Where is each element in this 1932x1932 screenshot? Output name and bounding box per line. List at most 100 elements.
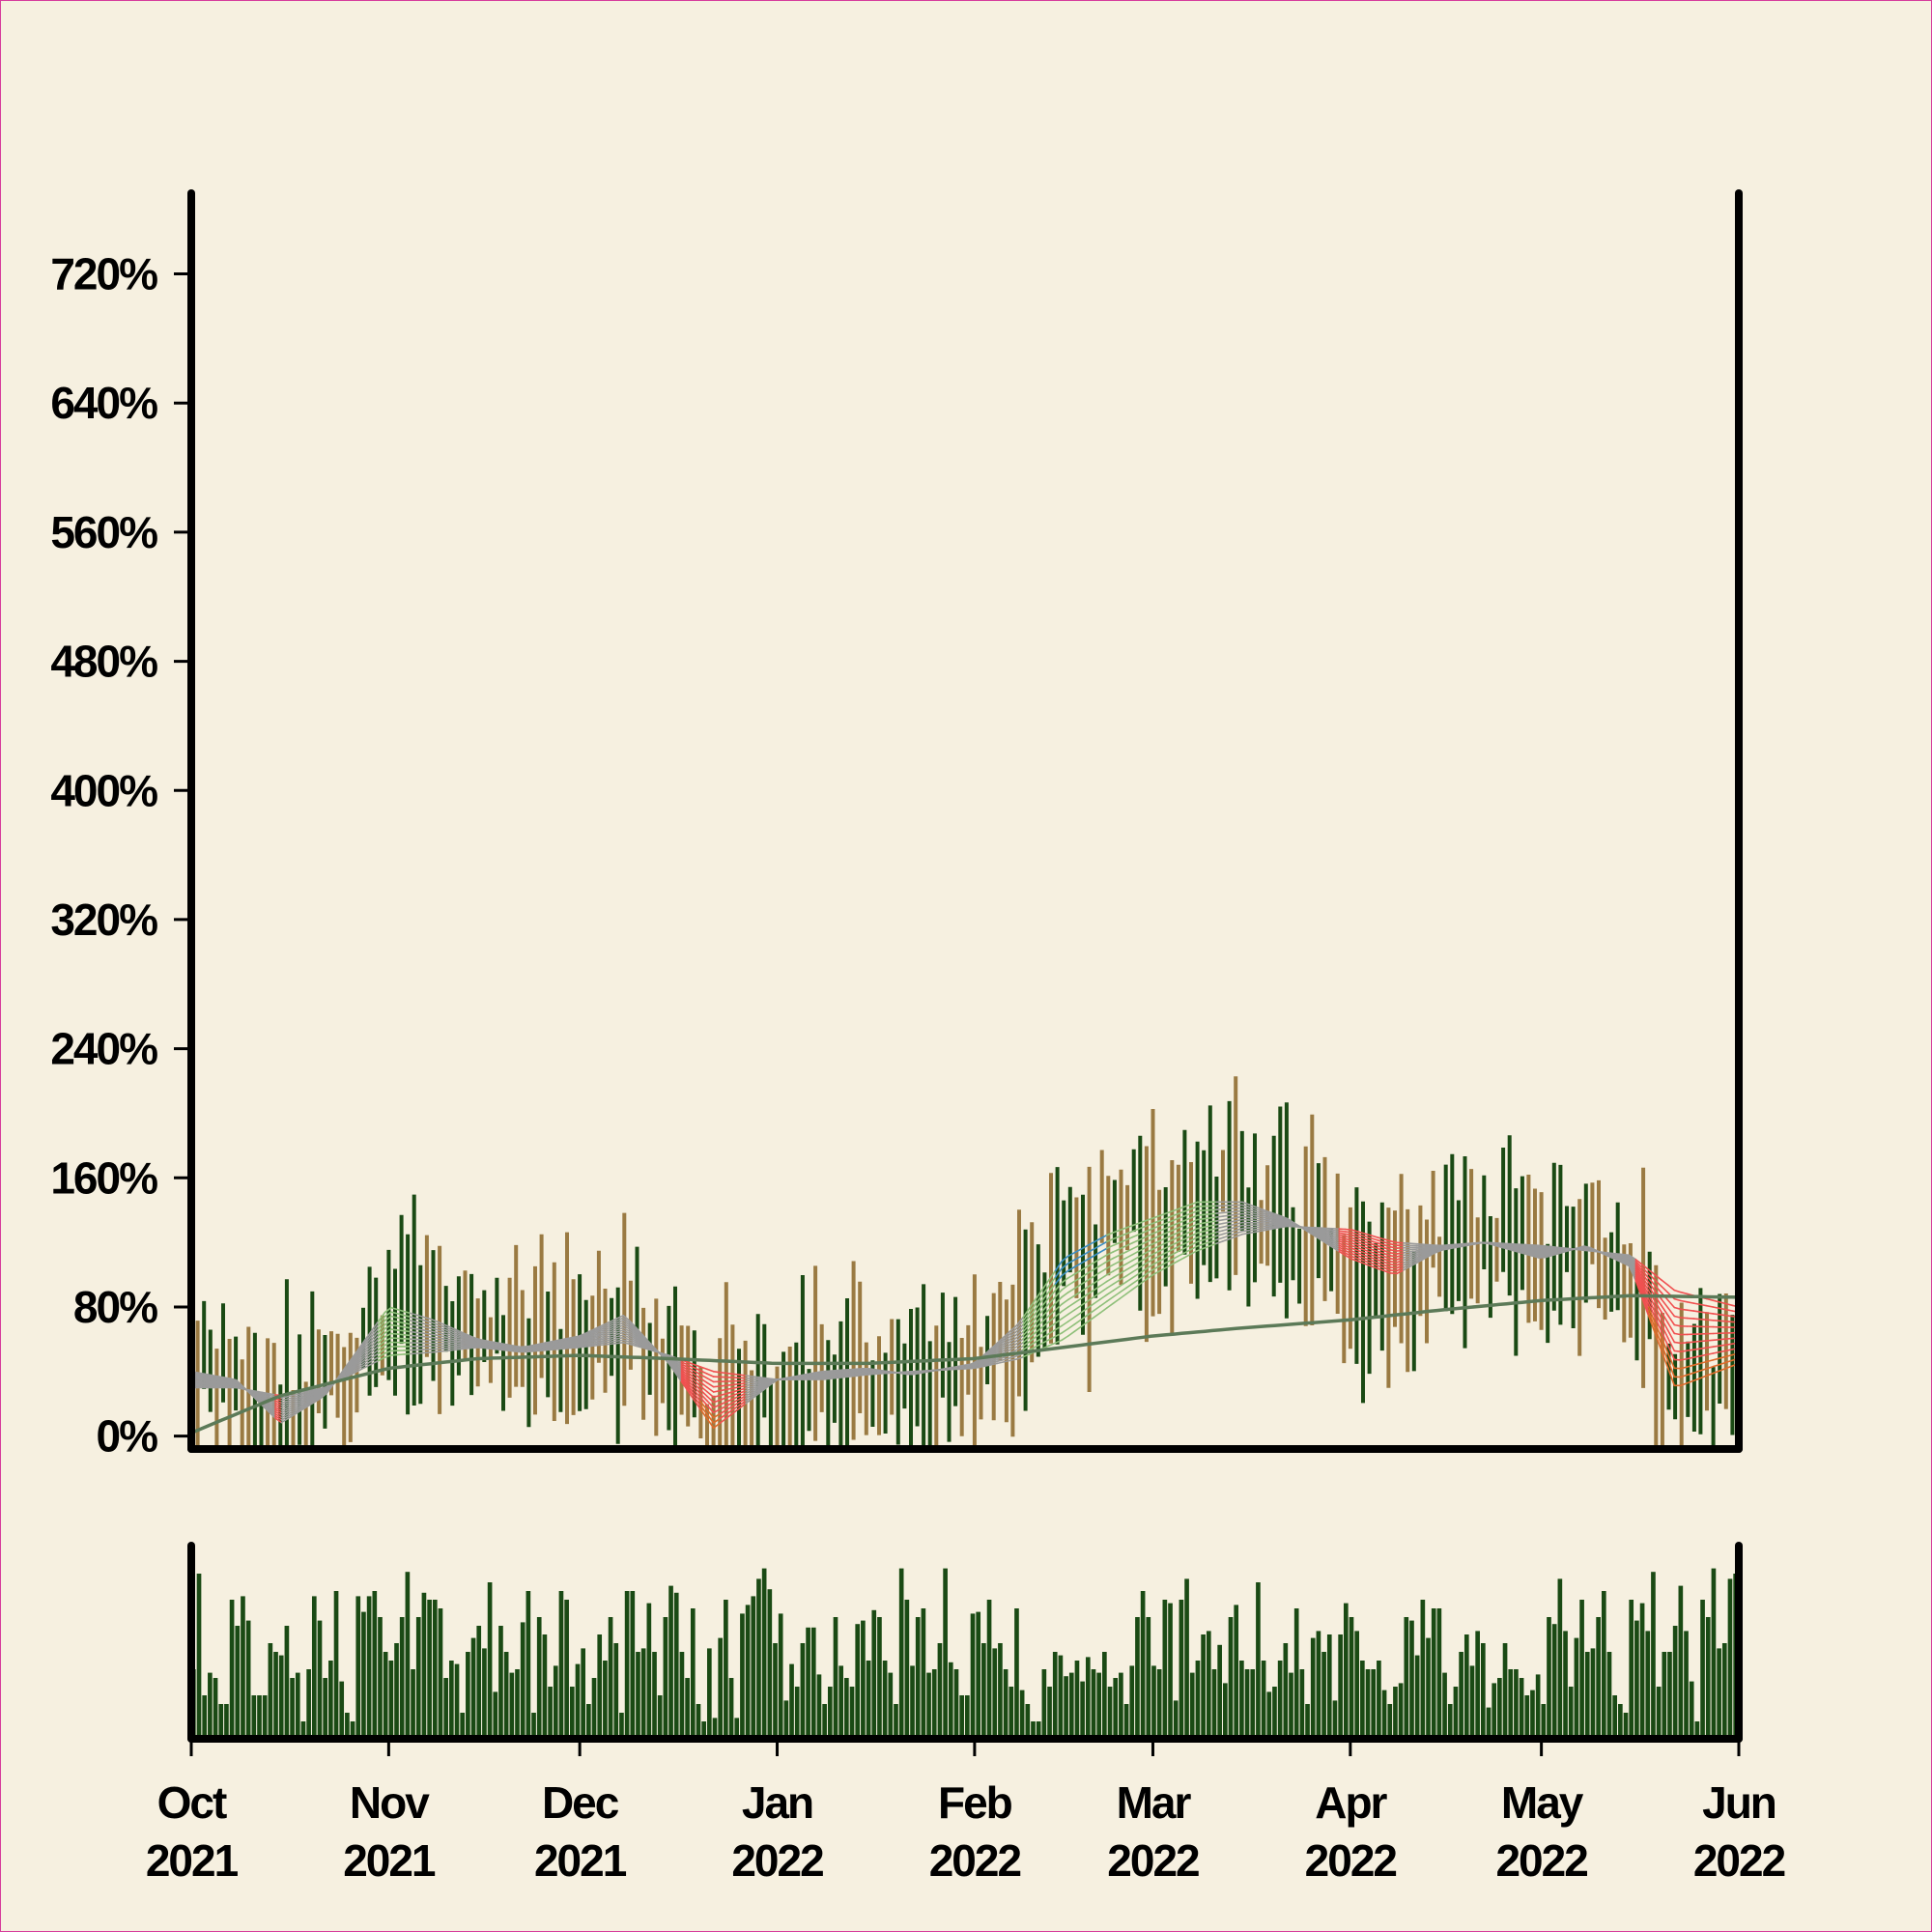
ribbon-segment [731,1392,741,1397]
volume-bar [553,1665,558,1739]
ribbon-segment [1666,1314,1676,1326]
ribbon-segment [1680,1374,1689,1378]
ribbon-segment [622,1342,631,1346]
volume-bar [1003,1669,1009,1739]
volume-bar [1492,1683,1497,1739]
ribbon-segment [1403,1253,1411,1257]
ribbon-segment [1112,1236,1121,1240]
ribbon-segment [557,1347,566,1350]
volume-bar [921,1608,926,1739]
ribbon-segment [422,1329,431,1332]
ribbon-segment [1408,1259,1418,1264]
ribbon-segment [751,1385,760,1390]
ribbon-segment [551,1346,560,1349]
ribbon-segment [1466,1242,1476,1245]
ribbon-segment [429,1327,438,1331]
ribbon-segment [1009,1355,1018,1359]
volume-bar [1398,1683,1404,1739]
ribbon-segment [1061,1269,1069,1277]
ribbon-segment [273,1400,283,1405]
volume-bar [1009,1687,1014,1739]
ribbon-segment [590,1344,599,1348]
ribbon-segment [583,1335,592,1340]
ribbon-segment [1686,1356,1695,1360]
ribbon-segment [1661,1330,1669,1347]
ribbon-segment [1350,1253,1359,1258]
volume-bar [1338,1634,1343,1739]
ribbon-segment [384,1328,392,1334]
ribbon-segment [596,1336,606,1340]
x-tick-year-label: 2022 [1693,1835,1785,1886]
ribbon-segment [1350,1247,1359,1252]
ribbon-segment [635,1333,644,1341]
volume-bar [383,1652,388,1739]
ribbon-segment [1247,1231,1257,1235]
ribbon-segment [1415,1257,1424,1263]
ribbon-segment [1035,1321,1043,1328]
ribbon-segment [473,1341,483,1345]
volume-bar [460,1713,466,1739]
ribbon-segment [352,1348,360,1358]
ribbon-segment [629,1339,638,1344]
ribbon-segment [1080,1265,1089,1271]
ribbon-segment [1538,1256,1547,1259]
ribbon-segment [1145,1217,1153,1222]
ribbon-segment [1093,1244,1101,1250]
ribbon-segment [615,1317,625,1322]
ribbon-segment [983,1364,992,1368]
ribbon-segment [371,1338,380,1347]
ribbon-segment [1087,1302,1095,1309]
ribbon-segment [1724,1343,1734,1346]
volume-bar [202,1695,208,1739]
ribbon-segment [1222,1214,1231,1217]
ribbon-segment [352,1361,360,1369]
ribbon-segment [410,1334,418,1337]
ribbon-segment [699,1393,708,1402]
ribbon-segment [293,1403,302,1408]
ribbon-segment [1183,1212,1192,1217]
ribbon-segment [1203,1217,1211,1220]
ribbon-segment [687,1389,696,1402]
ribbon-segment [1157,1267,1166,1273]
ribbon-segment [357,1363,367,1370]
ribbon-segment [287,1398,296,1403]
ribbon-segment [1628,1254,1636,1261]
volume-bar [1481,1643,1486,1739]
ribbon-segment [1157,1257,1166,1263]
ribbon-segment [596,1327,606,1332]
ribbon-segment [280,1415,289,1421]
ribbon-segment [1177,1219,1185,1225]
volume-bar [295,1672,300,1739]
ribbon-segment [1545,1250,1553,1254]
ribbon-segment [1080,1272,1089,1279]
ribbon-segment [357,1356,367,1364]
ribbon-segment [1048,1342,1057,1347]
ribbon-segment [1350,1236,1359,1241]
ribbon-segment [1093,1298,1101,1305]
ribbon-segment [1692,1355,1701,1358]
ribbon-segment [454,1336,464,1340]
ribbon-segment [1331,1244,1340,1251]
volume-bar [800,1643,806,1739]
ribbon-segment [1203,1229,1211,1233]
ribbon-segment [1183,1231,1192,1236]
ribbon-segment [196,1372,206,1375]
ribbon-segment [757,1387,766,1395]
volume-bar [624,1591,630,1739]
volume-bar [548,1687,553,1739]
ribbon-segment [1654,1279,1662,1288]
volume-bar [810,1627,816,1739]
ribbon-segment [1145,1238,1153,1243]
ribbon-segment [1151,1255,1160,1261]
ribbon-segment [706,1381,715,1388]
volume-bar [1068,1672,1074,1739]
ribbon-segment [1370,1264,1378,1269]
ribbon-segment [1087,1295,1095,1302]
ribbon-segment [312,1387,322,1391]
ribbon-segment [1157,1237,1166,1242]
ribbon-segment [1125,1288,1134,1295]
ribbon-segment [403,1318,412,1321]
ribbon-segment [745,1385,753,1389]
volume-bar [1727,1578,1733,1739]
ribbon-segment [312,1392,322,1397]
